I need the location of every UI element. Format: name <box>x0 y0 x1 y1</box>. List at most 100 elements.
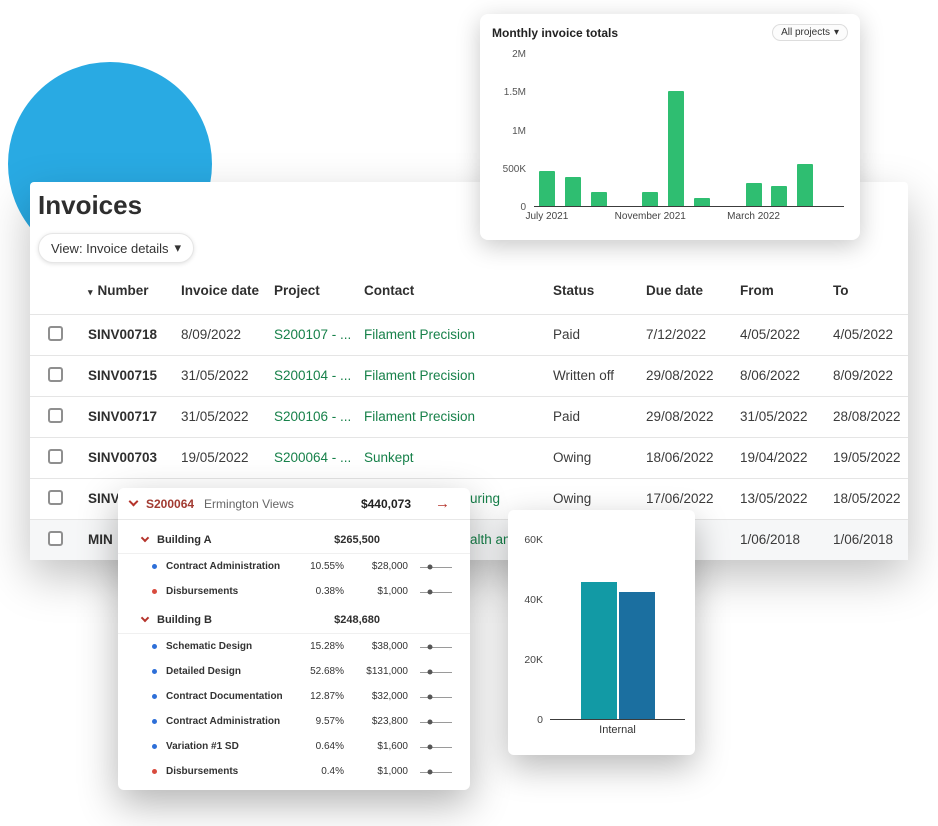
item-slider[interactable] <box>420 692 452 702</box>
section-total: $248,680 <box>334 614 380 626</box>
monthly-bar <box>668 90 685 206</box>
internal-bar <box>580 581 617 719</box>
view-selector-button[interactable]: View: Invoice details ▾ <box>38 233 195 263</box>
monthly-bar <box>745 183 762 206</box>
column-header-status[interactable]: Status <box>553 283 595 298</box>
item-label: Disbursements <box>166 766 239 777</box>
arrow-right-icon[interactable]: → <box>435 495 450 512</box>
mini-chart-plot <box>550 540 685 720</box>
chevron-down-icon: ▾ <box>174 240 182 255</box>
status-cell: Paid <box>553 409 581 425</box>
to-date-cell: 19/05/2022 <box>833 450 901 466</box>
table-row[interactable]: SINV uring Owing 17/06/2022 13/05/2022 1… <box>30 477 908 519</box>
breakdown-item: Contract Administration 10.55% $28,000 <box>118 554 470 579</box>
section-label: Building B <box>157 614 212 626</box>
contact-link[interactable]: alth an <box>470 532 511 548</box>
table-row[interactable]: SINV00703 19/05/2022 S200064 - ... Sunke… <box>30 436 908 478</box>
monthly-chart-plot <box>534 55 844 207</box>
item-slider[interactable] <box>420 742 452 752</box>
contact-link[interactable]: Filament Precision <box>364 327 476 343</box>
column-header-project[interactable]: Project <box>274 283 320 298</box>
to-date-cell: 18/05/2022 <box>833 491 901 507</box>
y-axis-label: 1M <box>512 125 526 137</box>
chevron-down-icon <box>128 496 139 507</box>
breakdown-header[interactable]: S200064 Ermington Views $440,073 → <box>118 488 470 520</box>
x-axis-label: July 2021 <box>525 211 569 222</box>
table-row[interactable]: SINV00718 8/09/2022 S200107 - ... Filame… <box>30 313 908 355</box>
table-row[interactable]: SINV00717 31/05/2022 S200106 - ... Filam… <box>30 395 908 437</box>
status-cell: Written off <box>553 368 615 384</box>
row-checkbox[interactable] <box>48 407 63 423</box>
all-projects-dropdown[interactable]: All projects ▾ <box>772 24 848 41</box>
item-value: $28,000 <box>371 561 408 572</box>
y-axis-label: 0 <box>520 202 526 213</box>
item-label: Detailed Design <box>166 666 242 677</box>
row-checkbox[interactable] <box>48 489 63 505</box>
all-projects-label: All projects <box>781 27 830 38</box>
contact-link[interactable]: Filament Precision <box>364 409 476 425</box>
chevron-down-icon: ▾ <box>833 27 839 38</box>
chevron-down-icon <box>140 533 150 543</box>
item-slider[interactable] <box>420 667 452 677</box>
contact-link[interactable]: uring <box>470 491 501 507</box>
monthly-bar <box>771 186 788 206</box>
column-header-due-date[interactable]: Due date <box>646 283 704 298</box>
row-checkbox[interactable] <box>48 448 63 464</box>
invoice-number-cell: SINV00718 <box>88 327 158 343</box>
breakdown-section[interactable]: Building B $248,680 <box>118 607 470 634</box>
y-axis-label: 60K <box>524 534 543 546</box>
due-date-cell: 29/08/2022 <box>646 409 714 425</box>
item-label: Contract Administration <box>166 716 281 727</box>
to-date-cell: 28/08/2022 <box>833 409 901 425</box>
contact-link[interactable]: Sunkept <box>364 450 414 466</box>
project-link[interactable]: S200106 - ... <box>274 409 352 425</box>
table-row[interactable]: SINV00715 31/05/2022 S200104 - ... Filam… <box>30 354 908 396</box>
contact-link[interactable]: Filament Precision <box>364 368 476 384</box>
from-date-cell: 13/05/2022 <box>740 491 808 507</box>
y-axis-label: 2M <box>512 49 526 60</box>
item-value: $32,000 <box>371 691 408 702</box>
row-checkbox[interactable] <box>48 325 63 341</box>
column-header-to[interactable]: To <box>833 283 849 298</box>
y-axis-label: 1.5M <box>503 87 526 99</box>
column-header-invoice-date[interactable]: Invoice date <box>181 283 260 298</box>
breakdown-item: Disbursements 0.4% $1,000 <box>118 759 470 784</box>
from-date-cell: 31/05/2022 <box>740 409 808 425</box>
item-slider[interactable] <box>420 717 452 727</box>
item-slider[interactable] <box>420 562 452 572</box>
breakdown-item: Disbursements 0.38% $1,000 <box>118 579 470 604</box>
item-percentage: 52.68% <box>310 666 344 677</box>
internal-chart-card: 60K 40K 20K 0 Internal <box>508 510 695 755</box>
item-dot <box>152 694 157 699</box>
project-link[interactable]: S200064 - ... <box>274 450 352 466</box>
item-percentage: 0.38% <box>315 586 344 597</box>
section-label: Building A <box>157 534 212 546</box>
project-link[interactable]: S200104 - ... <box>274 368 352 384</box>
y-axis-label: 0 <box>537 714 543 726</box>
chevron-down-icon <box>140 613 150 623</box>
column-header-contact[interactable]: Contact <box>364 283 415 298</box>
item-label: Variation #1 SD <box>166 741 239 752</box>
item-slider[interactable] <box>420 767 452 777</box>
item-value: $23,800 <box>371 716 408 727</box>
breakdown-section[interactable]: Building A $265,500 <box>118 527 470 554</box>
invoice-date-cell: 31/05/2022 <box>181 368 249 384</box>
item-slider[interactable] <box>420 587 452 597</box>
row-checkbox[interactable] <box>48 366 63 382</box>
breakdown-item: Variation #1 SD 0.64% $1,600 <box>118 734 470 759</box>
section-total: $265,500 <box>334 534 380 546</box>
breakdown-item: Contract Documentation 12.87% $32,000 <box>118 684 470 709</box>
monthly-bar <box>642 192 659 206</box>
invoice-number-cell: SINV00715 <box>88 368 158 384</box>
x-axis-label: November 2021 <box>614 211 686 222</box>
from-date-cell: 19/04/2022 <box>740 450 808 466</box>
item-slider[interactable] <box>420 642 452 652</box>
column-header-from[interactable]: From <box>740 283 774 298</box>
row-checkbox[interactable] <box>48 530 63 546</box>
invoice-number-cell: SINV00717 <box>88 409 158 425</box>
due-date-cell: 18/06/2022 <box>646 450 714 466</box>
project-link[interactable]: S200107 - ... <box>274 327 352 343</box>
column-header-number[interactable]: ▾ Number <box>88 283 149 298</box>
monthly-chart-y-axis: 2M 1.5M 1M 500K 0 <box>494 49 534 213</box>
